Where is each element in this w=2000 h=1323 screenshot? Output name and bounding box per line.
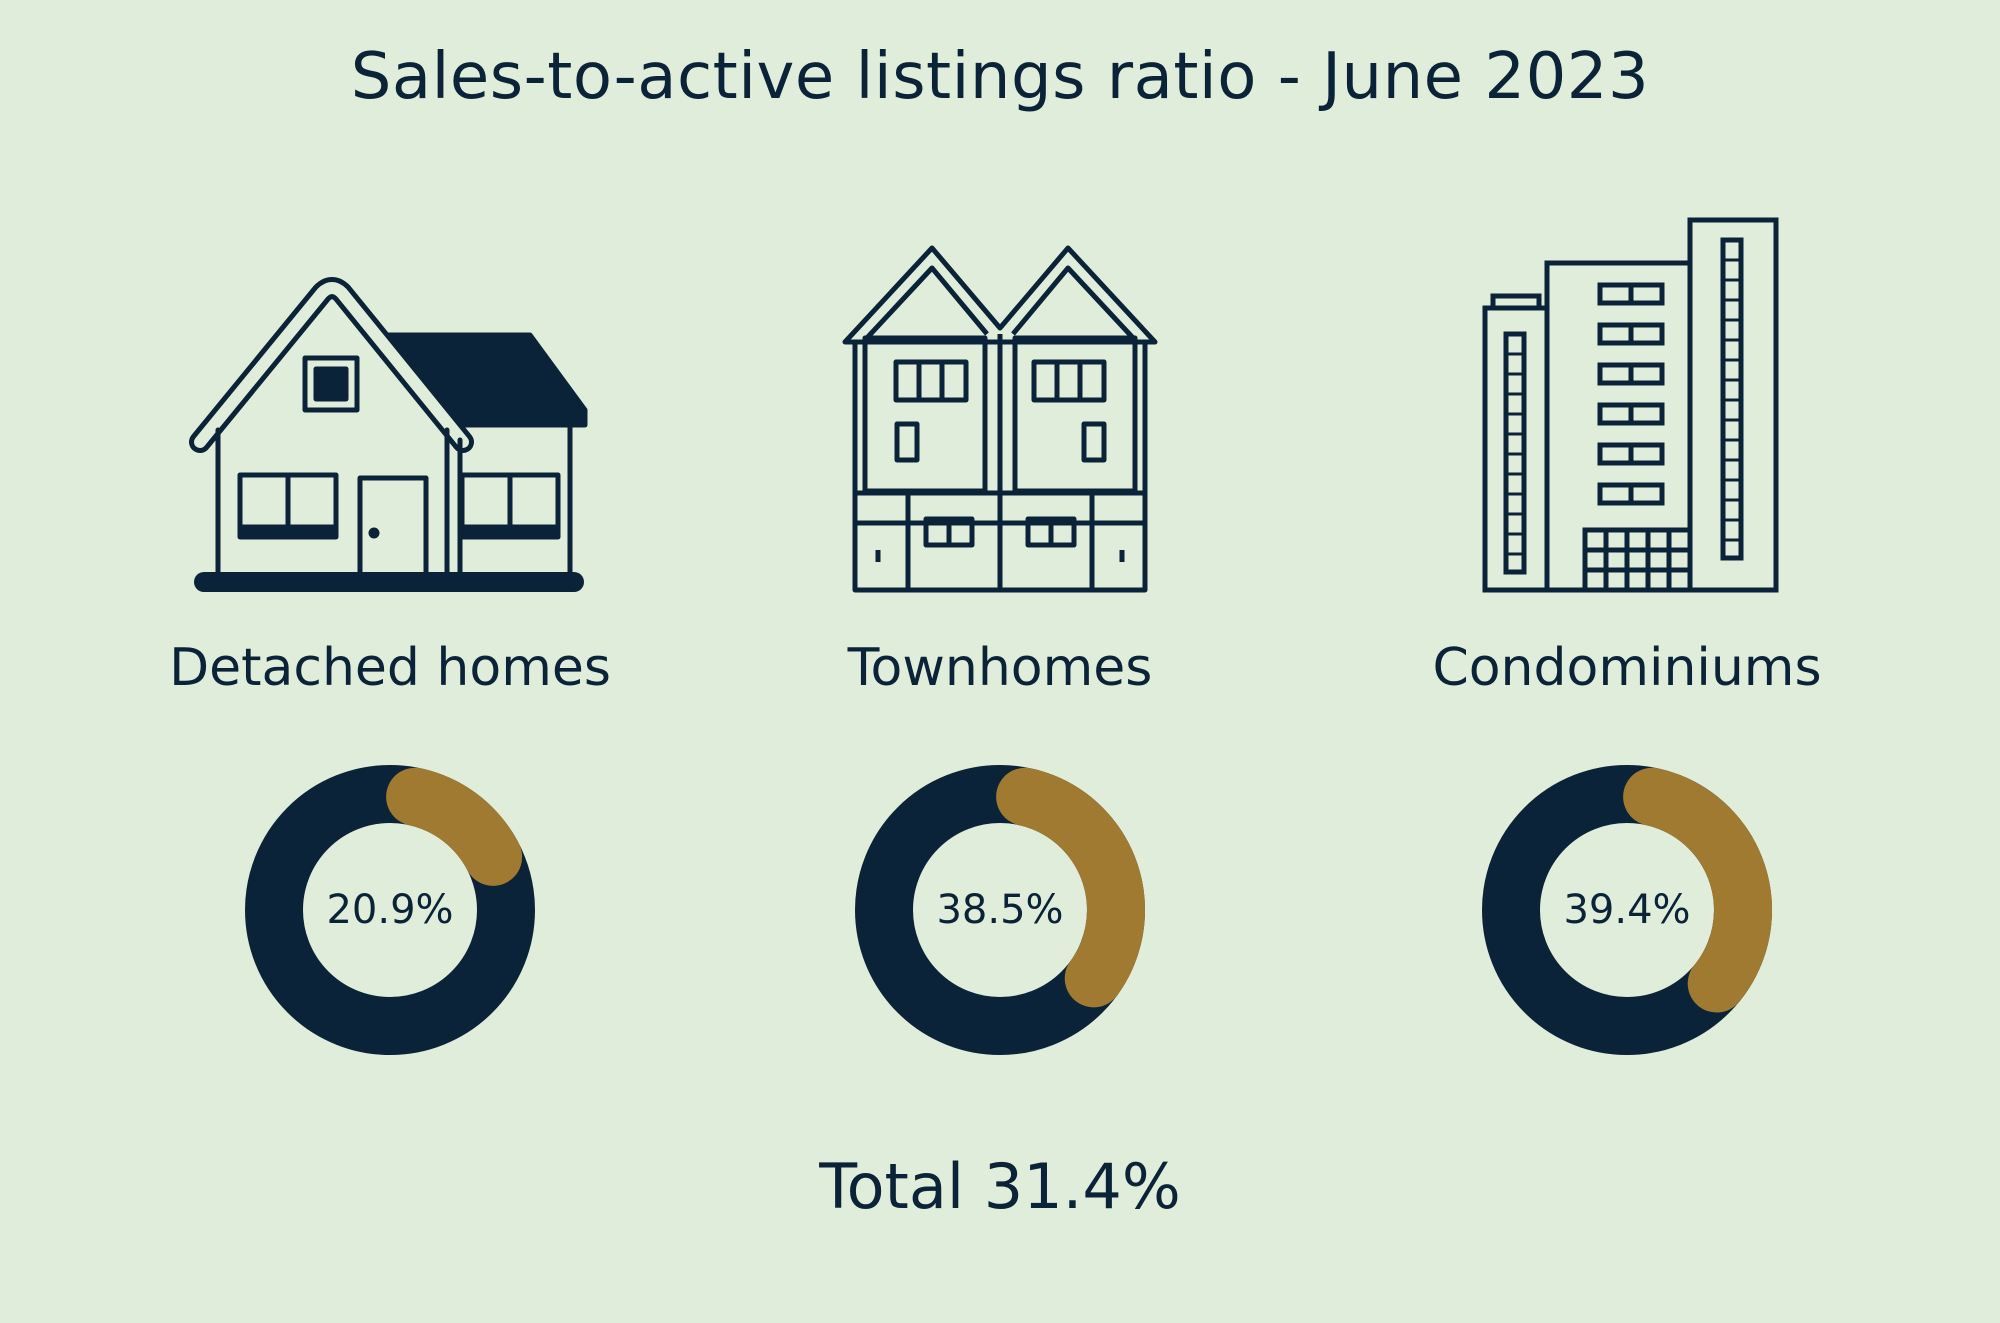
category-townhomes: Townhomes 38.5%	[680, 0, 1320, 1323]
townhouse-icon	[842, 245, 1158, 593]
total-label: Total 31.4%	[819, 1150, 1181, 1223]
category-label: Detached homes	[169, 638, 611, 698]
donut-value-arc	[996, 767, 1145, 1008]
category-label: Condominiums	[1432, 638, 1822, 698]
chart-title: Sales-to-active listings ratio - June 20…	[350, 40, 1650, 114]
category-label: Townhomes	[847, 638, 1153, 698]
detached-house-icon	[189, 277, 588, 592]
donut-value-arc	[386, 767, 523, 886]
condo-tower-icon	[1482, 217, 1779, 593]
donut-value-arc	[1623, 767, 1772, 1013]
donut-detached-homes	[245, 765, 535, 1055]
category-detached-homes: Detached homes 20.9%	[70, 0, 710, 1323]
donut-townhomes	[855, 765, 1145, 1055]
value-label: 38.5%	[936, 887, 1064, 933]
category-condominiums: Condominiums 39.4%	[1307, 0, 1947, 1323]
value-label: 20.9%	[326, 887, 454, 933]
value-label: 39.4%	[1563, 887, 1691, 933]
donut-condominiums	[1482, 765, 1772, 1055]
